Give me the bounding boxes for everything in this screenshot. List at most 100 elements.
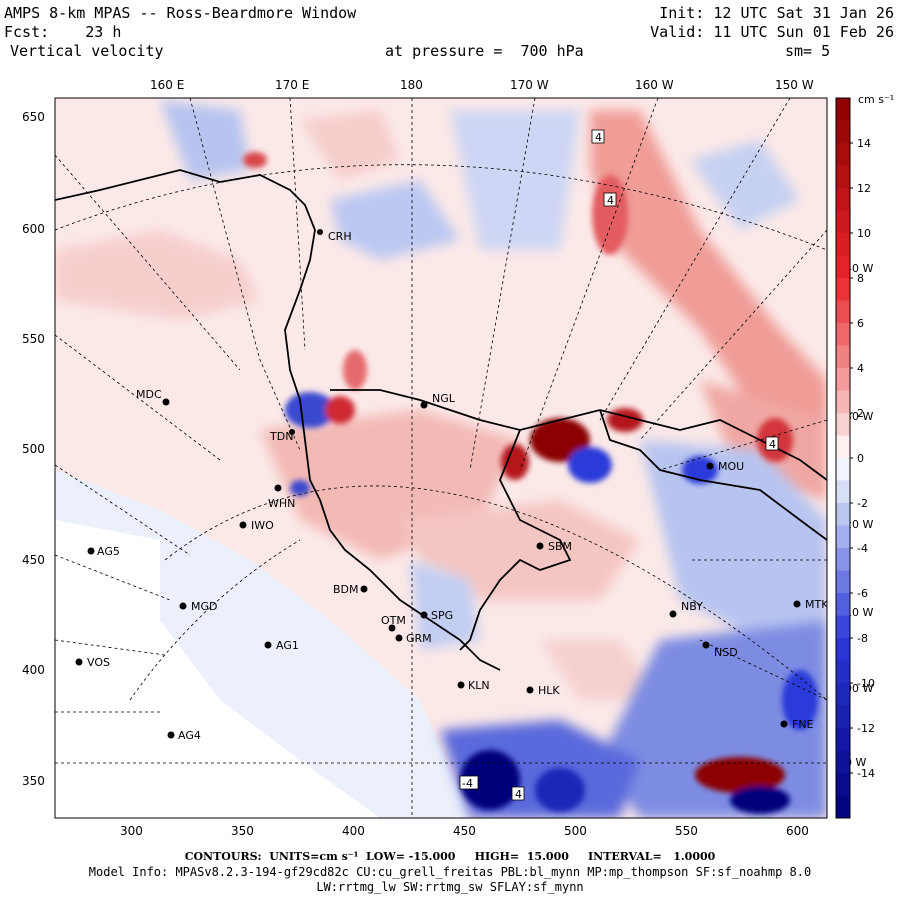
- stations: MDC CRH NGL WHN IWO AG5 MGD BDM SPG OTM …: [75, 229, 829, 742]
- colorbar-swatch: [836, 120, 850, 144]
- station-label: MGD: [191, 600, 218, 613]
- station-dot: [360, 585, 368, 593]
- top-tick: 170 W: [510, 78, 549, 92]
- station-dot: [317, 229, 323, 235]
- station-label: BDM: [333, 583, 359, 596]
- colorbar-swatch: [836, 593, 850, 616]
- station-dot: [702, 641, 710, 649]
- station-label: AG1: [276, 639, 299, 652]
- station-label: HLK: [538, 684, 560, 697]
- colorbar-swatch: [836, 750, 850, 774]
- station-dot: [162, 398, 170, 406]
- station-dot: [179, 602, 187, 610]
- station-label: IWO: [251, 519, 274, 532]
- colorbar-swatch: [836, 795, 850, 819]
- colorbar-swatch: [836, 323, 850, 346]
- contour-markers: 4 4 4 4 -4: [459, 129, 779, 801]
- colorbar-swatch: [836, 390, 850, 414]
- station-dot: [87, 547, 95, 555]
- colorbar-swatch: [836, 773, 850, 796]
- colorbar-label: -10: [857, 677, 875, 690]
- top-tick: 150 W: [775, 78, 814, 92]
- colorbar-swatch: [836, 165, 850, 189]
- colorbar-label: 6: [857, 317, 864, 330]
- field-shading: 4 4 4 4 -4 MDC CRH NGL WHN IWO AG5 MGD B…: [55, 98, 829, 818]
- colorbar-swatch: [836, 660, 850, 684]
- colorbar-swatch: [836, 458, 850, 481]
- station-label: AG4: [178, 729, 201, 742]
- left-tick: 650: [22, 110, 45, 124]
- contour-info: CONTOURS: UNITS=cm s⁻¹ LOW= -15.000 HIGH…: [184, 850, 716, 863]
- left-tick: 500: [22, 442, 45, 456]
- station-dot: [388, 624, 396, 632]
- colorbar-label: -2: [857, 497, 868, 510]
- colorbar-swatch: [836, 638, 850, 661]
- station-label: CRH: [328, 230, 352, 243]
- bottom-tick: 600: [786, 824, 809, 838]
- station-dot: [793, 600, 801, 608]
- pressure-label: at pressure =: [385, 42, 503, 60]
- station-label: MDC: [136, 388, 162, 401]
- station-dot: [780, 720, 788, 728]
- colorbar-swatch: [836, 548, 850, 571]
- colorbar-label: 10: [857, 227, 871, 240]
- station-dot: [289, 429, 295, 435]
- colorbar-swatch: [836, 188, 850, 211]
- pressure-level: at pressure = 700 hPa: [385, 43, 584, 60]
- colorbar-swatch: [836, 368, 850, 391]
- field-name: Vertical velocity: [10, 42, 164, 60]
- colorbar-swatch: [836, 480, 850, 504]
- colorbar-label: -4: [857, 542, 868, 555]
- left-tick: 600: [22, 222, 45, 236]
- colorbar-label: -12: [857, 722, 875, 735]
- contour-marker: 4: [595, 131, 602, 144]
- station-dot: [75, 658, 83, 666]
- colorbar-swatch: [836, 143, 850, 166]
- valid-time: Valid: 11 UTC Sun 01 Feb 26: [650, 23, 894, 41]
- contour-marker: 4: [515, 788, 522, 801]
- colorbar-swatch: [836, 300, 850, 324]
- physics-info: LW:rrtmg_lw SW:rrtmg_sw SFLAY:sf_mynn: [316, 880, 584, 894]
- colorbar-label: -6: [857, 587, 868, 600]
- colorbar-label: 8: [857, 272, 864, 285]
- station-label: MTK: [805, 598, 829, 611]
- fcst-label: Fcst:: [4, 23, 50, 41]
- station-label: NBY: [681, 600, 703, 613]
- station-dot: [167, 731, 175, 739]
- station-label: FNE: [792, 718, 814, 731]
- station-dot: [457, 681, 465, 689]
- station-dot: [669, 610, 677, 618]
- left-tick: 450: [22, 553, 45, 567]
- colorbar-label: 14: [857, 137, 871, 150]
- station-label: WHN: [268, 497, 295, 510]
- left-tick: 550: [22, 332, 45, 346]
- station-dot: [706, 462, 714, 470]
- station-label: SBM: [548, 540, 572, 553]
- top-tick: 160 W: [635, 78, 674, 92]
- station-label: NGL: [432, 392, 456, 405]
- colorbar-swatch: [836, 278, 850, 301]
- colorbar-label: -8: [857, 632, 868, 645]
- station-label: GRM: [406, 632, 432, 645]
- contour-marker: 4: [607, 194, 614, 207]
- graticule: [55, 98, 827, 818]
- station-dot: [536, 542, 544, 550]
- bottom-tick: 500: [564, 824, 587, 838]
- colorbar-swatch: [836, 525, 850, 549]
- bottom-tick: 450: [453, 824, 476, 838]
- left-tick: 350: [22, 774, 45, 788]
- forecast-hour: Fcst: 23 h: [4, 24, 121, 41]
- station-label: TDN: [269, 430, 293, 443]
- top-tick: 180: [400, 78, 423, 92]
- smoothing: sm= 5: [785, 42, 831, 60]
- colorbar-units: cm s⁻¹: [858, 93, 894, 106]
- colorbar-swatch: [836, 98, 850, 121]
- colorbar-label: 12: [857, 182, 871, 195]
- station-label: NSD: [714, 646, 738, 659]
- station-dot: [420, 611, 428, 619]
- colorbar-swatch: [836, 615, 850, 639]
- station-dot: [274, 484, 282, 492]
- colorbar-swatch: [836, 683, 850, 706]
- station-dot: [395, 634, 403, 642]
